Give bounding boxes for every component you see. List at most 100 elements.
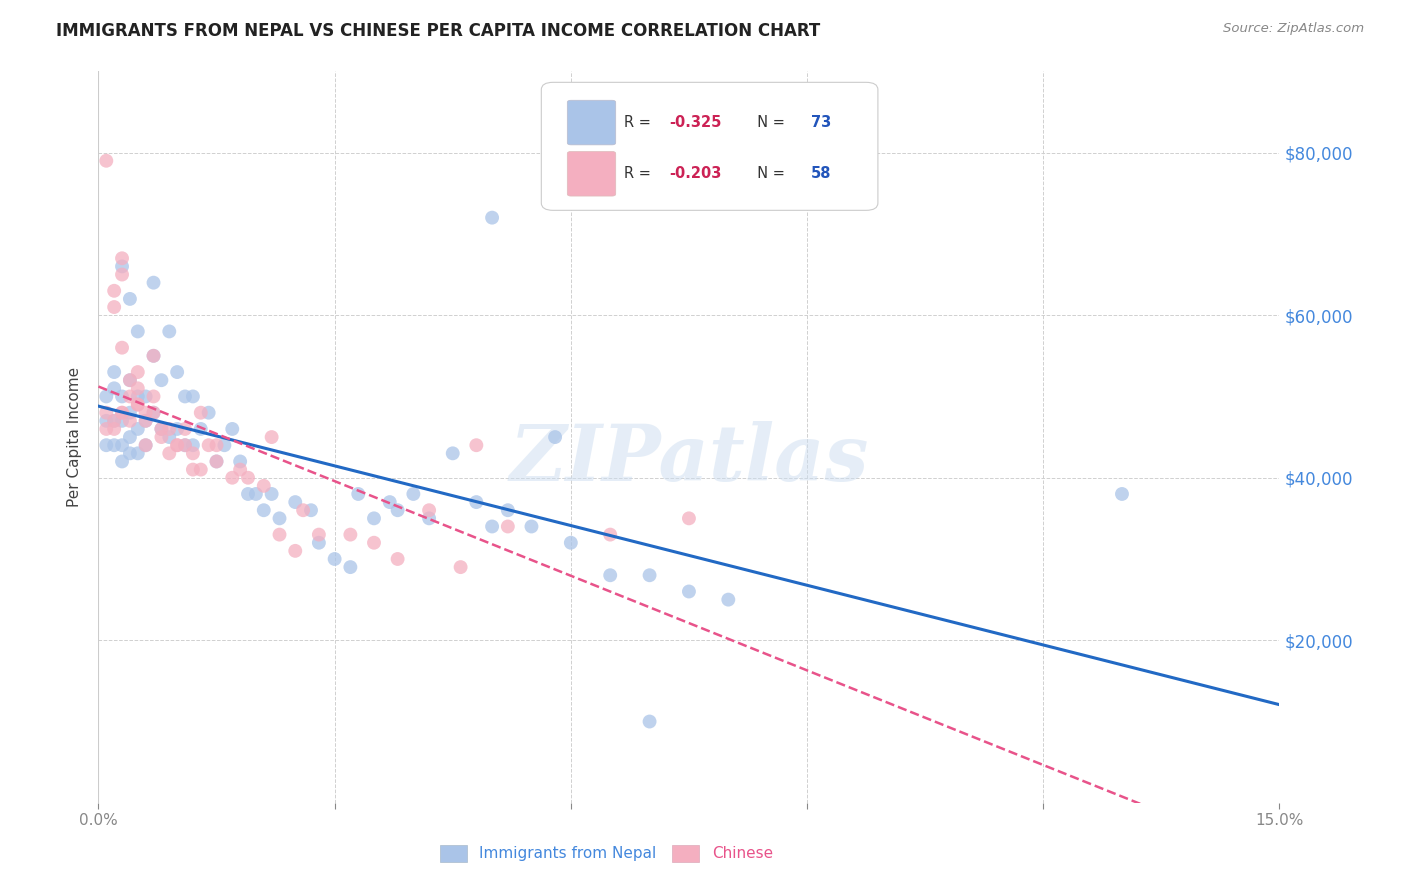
Point <box>142 406 165 420</box>
Point <box>111 252 134 266</box>
Point <box>205 454 228 468</box>
Point <box>260 430 283 444</box>
Point <box>190 462 212 476</box>
Point <box>103 422 125 436</box>
Point <box>174 438 197 452</box>
Point <box>363 535 385 549</box>
Point <box>260 487 283 501</box>
Point <box>111 414 134 428</box>
Point <box>127 365 149 379</box>
Point <box>245 487 267 501</box>
Y-axis label: Per Capita Income: Per Capita Income <box>67 367 83 508</box>
Point <box>157 325 180 339</box>
Point <box>190 422 212 436</box>
Point <box>135 438 157 452</box>
Text: -0.325: -0.325 <box>669 115 721 130</box>
Point <box>465 495 488 509</box>
Point <box>111 268 134 282</box>
Point <box>96 406 118 420</box>
Point <box>127 398 149 412</box>
Point <box>118 406 141 420</box>
Point <box>496 519 519 533</box>
Point <box>111 406 134 420</box>
Point <box>378 495 401 509</box>
Text: IMMIGRANTS FROM NEPAL VS CHINESE PER CAPITA INCOME CORRELATION CHART: IMMIGRANTS FROM NEPAL VS CHINESE PER CAP… <box>56 22 821 40</box>
Point <box>142 389 165 403</box>
Point <box>166 365 188 379</box>
Point <box>103 414 125 428</box>
Point <box>229 454 252 468</box>
Point <box>214 438 236 452</box>
Point <box>166 438 188 452</box>
Point <box>150 373 173 387</box>
Point <box>118 373 141 387</box>
Text: 58: 58 <box>811 166 831 181</box>
Point <box>205 454 228 468</box>
Point <box>717 592 740 607</box>
Text: N =: N = <box>748 115 790 130</box>
Point <box>181 438 204 452</box>
Point <box>481 211 503 225</box>
Point <box>118 446 141 460</box>
Point <box>418 503 440 517</box>
Point <box>181 446 204 460</box>
Point <box>127 446 149 460</box>
Point <box>496 503 519 517</box>
Point <box>103 414 125 428</box>
Point <box>197 406 219 420</box>
Point <box>135 389 157 403</box>
Point <box>96 389 118 403</box>
Point <box>166 422 188 436</box>
Point <box>308 527 330 541</box>
Point <box>127 381 149 395</box>
Point <box>544 430 567 444</box>
Point <box>127 389 149 403</box>
Text: N =: N = <box>748 166 790 181</box>
Point <box>197 438 219 452</box>
Point <box>127 325 149 339</box>
Point <box>142 406 165 420</box>
Point <box>418 511 440 525</box>
Point <box>323 552 346 566</box>
FancyBboxPatch shape <box>567 100 616 145</box>
Point <box>157 446 180 460</box>
Point <box>205 438 228 452</box>
Point <box>96 422 118 436</box>
Point <box>166 438 188 452</box>
Point <box>111 341 134 355</box>
Point <box>157 422 180 436</box>
Point <box>236 471 259 485</box>
Point <box>111 260 134 274</box>
Point <box>638 568 661 582</box>
Point <box>135 414 157 428</box>
Point <box>142 349 165 363</box>
Point <box>103 438 125 452</box>
Text: R =: R = <box>624 166 655 181</box>
Point <box>111 406 134 420</box>
Point <box>347 487 370 501</box>
Point <box>599 527 621 541</box>
Point <box>269 511 291 525</box>
Point <box>103 284 125 298</box>
Point <box>150 422 173 436</box>
Point <box>402 487 425 501</box>
Text: Source: ZipAtlas.com: Source: ZipAtlas.com <box>1223 22 1364 36</box>
Point <box>520 519 543 533</box>
Point <box>181 462 204 476</box>
Point <box>174 389 197 403</box>
Point <box>363 511 385 525</box>
Point <box>387 503 409 517</box>
Point <box>111 389 134 403</box>
Point <box>142 349 165 363</box>
Point <box>181 389 204 403</box>
Point <box>190 406 212 420</box>
Point <box>638 714 661 729</box>
Point <box>96 438 118 452</box>
Point <box>236 487 259 501</box>
Text: -0.203: -0.203 <box>669 166 721 181</box>
Point <box>253 503 276 517</box>
Point <box>678 511 700 525</box>
Point <box>127 398 149 412</box>
Text: R =: R = <box>624 115 655 130</box>
Point <box>174 422 197 436</box>
